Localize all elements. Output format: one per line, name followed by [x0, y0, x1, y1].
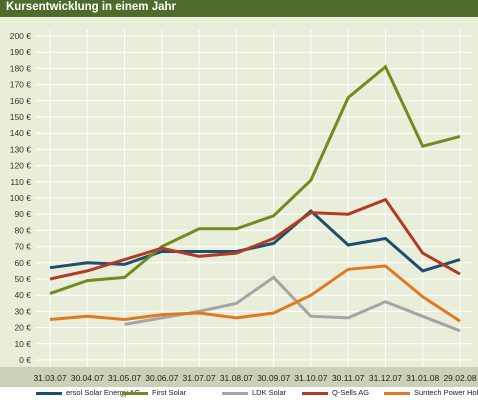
x-tick-label: 30.11.07	[332, 373, 365, 383]
x-axis-band	[0, 367, 478, 387]
y-tick-label: 40 €	[14, 290, 31, 300]
y-tick-label: 170 €	[10, 80, 32, 90]
x-tick-label: 31.03.07	[33, 373, 66, 383]
legend-swatch	[384, 392, 410, 395]
y-tick-label: 10 €	[14, 339, 31, 349]
y-tick-label: 100 €	[10, 193, 32, 203]
y-tick-label: 60 €	[14, 258, 31, 268]
x-tick-label: 30.09.07	[257, 373, 290, 383]
y-tick-label: 30 €	[14, 306, 31, 316]
title-bar: Kursentwicklung in einem Jahr	[0, 0, 478, 17]
y-tick-label: 130 €	[10, 144, 32, 154]
legend-label: LDK Solar	[252, 388, 287, 397]
y-tick-label: 190 €	[10, 47, 32, 57]
legend-swatch	[222, 392, 248, 395]
x-tick-label: 31.01.08	[406, 373, 439, 383]
legend-swatch	[36, 392, 62, 395]
series-line	[49, 264, 461, 323]
legend-label: Q-Sells AG	[332, 388, 370, 397]
y-tick-label: 90 €	[14, 209, 31, 219]
legend-swatch	[302, 392, 328, 395]
y-tick-label: 110 €	[10, 177, 31, 187]
legend-swatch	[122, 392, 148, 395]
y-tick-label: 160 €	[10, 96, 32, 106]
y-tick-label: 80 €	[14, 225, 31, 235]
x-tick-label: 30.06.07	[145, 373, 178, 383]
series-line	[49, 208, 461, 273]
y-tick-label: 150 €	[10, 112, 32, 122]
x-tick-label: 30.04.07	[71, 373, 104, 383]
legend-label: First Solar	[152, 388, 187, 397]
y-axis-ticks: 0 € 10 € 20 € 30 € 40 € 50 € 60 € 70 € 80 € 90 € 1…	[10, 31, 32, 365]
y-tick-label: 70 €	[14, 242, 31, 252]
y-tick-label: 20 €	[14, 323, 31, 333]
y-tick-label: 200 €	[10, 31, 32, 41]
series-line	[49, 64, 461, 296]
legend-label: ersol Solar Energy AG	[66, 388, 141, 397]
x-tick-label: 31.10.07	[294, 373, 327, 383]
y-tick-label: 50 €	[14, 274, 31, 284]
y-tick-label: 140 €	[10, 128, 32, 138]
x-tick-label: 31.05.07	[108, 373, 141, 383]
x-tick-label: 31.07.07	[183, 373, 216, 383]
plot-background	[0, 17, 478, 367]
series-line	[49, 197, 461, 281]
x-tick-label: 31.08.07	[220, 373, 253, 383]
y-tick-label: 120 €	[10, 161, 32, 171]
y-tick-label: 180 €	[10, 63, 32, 73]
x-tick-label: 29.02.08	[443, 373, 476, 383]
x-axis-ticks: 31.03.07 30.04.07 31.05.07 30.06.07 31.07.07…	[33, 373, 476, 383]
y-tick-label: 0 €	[19, 355, 31, 365]
page-title: Kursentwicklung in einem Jahr	[6, 1, 176, 13]
legend: ersol Solar Energy AG First Solar LDK Sola…	[0, 387, 478, 400]
legend-label: Suntech Power Holdings	[414, 388, 478, 397]
x-tick-label: 31.12.07	[369, 373, 402, 383]
series-lines	[49, 64, 461, 333]
